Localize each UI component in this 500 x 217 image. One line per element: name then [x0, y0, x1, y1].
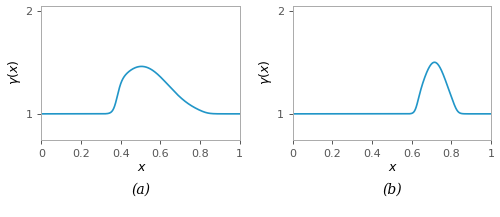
Y-axis label: $\gamma(x)$: $\gamma(x)$ — [257, 60, 274, 85]
Text: (b): (b) — [382, 182, 402, 197]
X-axis label: x: x — [388, 161, 396, 174]
Text: (a): (a) — [131, 182, 150, 197]
X-axis label: x: x — [137, 161, 144, 174]
Y-axis label: $\gamma(x)$: $\gamma(x)$ — [6, 60, 22, 85]
